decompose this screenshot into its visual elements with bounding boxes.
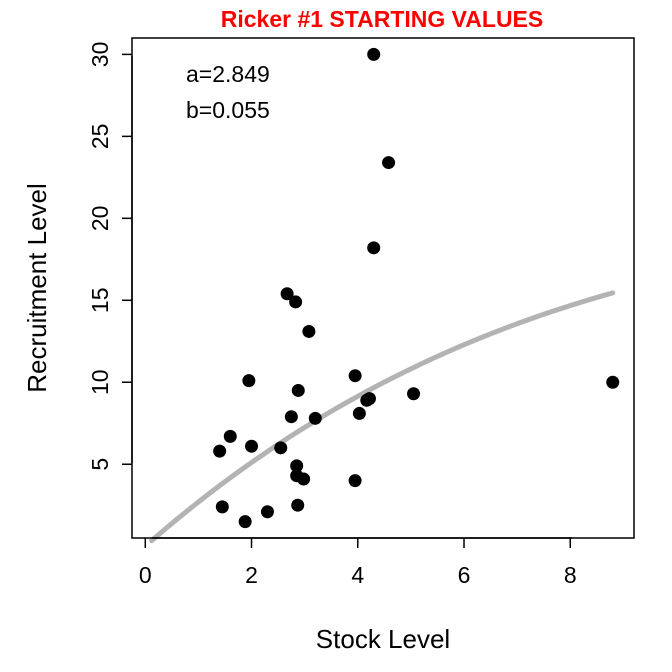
data-point xyxy=(348,369,362,383)
y-axis-label: Recruitment Level xyxy=(22,183,52,393)
x-axis: 0 2 4 6 8 xyxy=(139,537,577,588)
y-tick-label: 5 xyxy=(87,458,113,471)
y-tick-label: 10 xyxy=(87,369,113,395)
data-point xyxy=(382,156,396,170)
data-point xyxy=(308,411,322,425)
y-axis: 5 10 15 20 25 30 xyxy=(87,42,133,471)
data-point xyxy=(367,47,381,61)
x-axis-label: Stock Level xyxy=(316,624,450,654)
x-tick-label: 8 xyxy=(564,562,577,588)
data-point xyxy=(242,374,256,388)
data-point xyxy=(260,505,274,519)
data-point xyxy=(274,441,288,455)
data-point xyxy=(290,459,304,473)
data-point xyxy=(213,444,227,458)
data-point xyxy=(289,295,303,309)
x-tick-label: 0 xyxy=(139,562,152,588)
ricker-curve xyxy=(149,290,616,544)
data-point xyxy=(362,392,376,406)
data-points-layer xyxy=(213,47,620,529)
data-point xyxy=(367,241,381,255)
y-tick-label: 25 xyxy=(87,124,113,150)
data-point xyxy=(291,383,305,397)
data-point xyxy=(280,287,294,301)
data-point xyxy=(302,324,316,338)
data-point xyxy=(284,410,298,424)
data-point xyxy=(223,429,237,443)
data-point xyxy=(407,387,421,401)
data-point xyxy=(238,515,252,529)
y-tick-label: 15 xyxy=(87,287,113,313)
data-point xyxy=(606,375,620,389)
y-tick-label: 20 xyxy=(87,206,113,232)
data-point xyxy=(291,498,305,512)
data-point xyxy=(245,439,259,453)
data-point xyxy=(297,472,311,486)
x-tick-label: 2 xyxy=(245,562,258,588)
x-tick-label: 4 xyxy=(351,562,364,588)
fitted-curve-layer xyxy=(149,290,616,544)
annotation-b: b=0.055 xyxy=(186,97,270,123)
data-point xyxy=(352,406,366,420)
data-point xyxy=(215,500,229,514)
data-point xyxy=(348,474,362,488)
plot-area xyxy=(131,37,635,544)
chart-title: Ricker #1 STARTING VALUES xyxy=(221,6,544,32)
y-tick-label: 30 xyxy=(87,42,113,68)
x-tick-label: 6 xyxy=(458,562,471,588)
annotation-a: a=2.849 xyxy=(186,61,270,87)
